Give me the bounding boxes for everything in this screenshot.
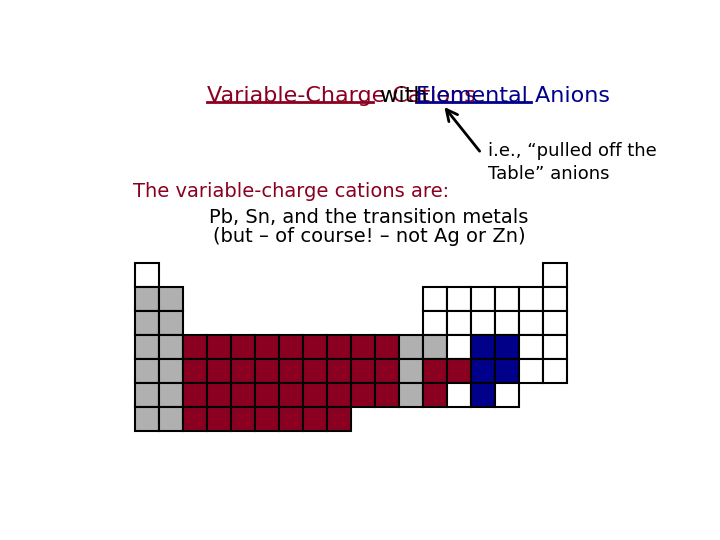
Bar: [447, 335, 472, 359]
Bar: [135, 311, 159, 335]
Bar: [519, 359, 544, 383]
Bar: [231, 383, 255, 407]
Bar: [423, 287, 447, 311]
Bar: [423, 359, 447, 383]
Text: with: with: [373, 86, 434, 106]
Bar: [135, 335, 159, 359]
Bar: [135, 407, 159, 430]
Bar: [495, 359, 519, 383]
Bar: [135, 383, 159, 407]
Bar: [544, 287, 567, 311]
Bar: [159, 311, 183, 335]
Bar: [351, 383, 375, 407]
Bar: [351, 359, 375, 383]
Bar: [279, 335, 303, 359]
Bar: [327, 359, 351, 383]
Bar: [495, 383, 519, 407]
Bar: [327, 407, 351, 430]
Bar: [544, 264, 567, 287]
Bar: [423, 335, 447, 359]
Bar: [279, 383, 303, 407]
Text: Elemental Anions: Elemental Anions: [416, 86, 610, 106]
Bar: [399, 383, 423, 407]
Bar: [423, 311, 447, 335]
Bar: [183, 407, 207, 430]
Bar: [159, 407, 183, 430]
Bar: [447, 311, 472, 335]
Bar: [472, 383, 495, 407]
Bar: [447, 383, 472, 407]
Bar: [351, 335, 375, 359]
Bar: [399, 335, 423, 359]
Bar: [303, 335, 327, 359]
Text: Pb, Sn, and the transition metals: Pb, Sn, and the transition metals: [210, 208, 528, 227]
Bar: [472, 311, 495, 335]
Bar: [255, 359, 279, 383]
Bar: [255, 407, 279, 430]
Bar: [207, 407, 231, 430]
Bar: [544, 335, 567, 359]
Bar: [375, 335, 399, 359]
Bar: [519, 335, 544, 359]
Bar: [159, 287, 183, 311]
Bar: [303, 383, 327, 407]
Bar: [207, 383, 231, 407]
Bar: [159, 359, 183, 383]
Bar: [255, 383, 279, 407]
Bar: [423, 383, 447, 407]
Bar: [183, 383, 207, 407]
Bar: [231, 407, 255, 430]
Bar: [279, 359, 303, 383]
Text: Variable-Charge Cations: Variable-Charge Cations: [207, 86, 476, 106]
Bar: [303, 359, 327, 383]
Text: The variable-charge cations are:: The variable-charge cations are:: [132, 182, 449, 201]
Bar: [544, 359, 567, 383]
Bar: [303, 407, 327, 430]
Bar: [472, 335, 495, 359]
Bar: [255, 335, 279, 359]
Bar: [159, 335, 183, 359]
Bar: [495, 311, 519, 335]
Bar: [495, 335, 519, 359]
Text: i.e., “pulled off the
Table” anions: i.e., “pulled off the Table” anions: [487, 142, 657, 184]
Bar: [399, 359, 423, 383]
Bar: [231, 359, 255, 383]
Bar: [207, 359, 231, 383]
Bar: [183, 335, 207, 359]
Bar: [327, 335, 351, 359]
Bar: [135, 287, 159, 311]
Bar: [375, 359, 399, 383]
Bar: [544, 311, 567, 335]
Bar: [183, 359, 207, 383]
Bar: [327, 383, 351, 407]
Bar: [472, 359, 495, 383]
Bar: [207, 335, 231, 359]
Bar: [135, 264, 159, 287]
Bar: [447, 359, 472, 383]
Bar: [519, 311, 544, 335]
Bar: [495, 287, 519, 311]
Text: (but – of course! – not Ag or Zn): (but – of course! – not Ag or Zn): [212, 226, 526, 246]
Bar: [279, 407, 303, 430]
Bar: [231, 335, 255, 359]
Bar: [375, 383, 399, 407]
Bar: [447, 287, 472, 311]
Bar: [472, 287, 495, 311]
Bar: [135, 359, 159, 383]
Bar: [159, 383, 183, 407]
Bar: [519, 287, 544, 311]
